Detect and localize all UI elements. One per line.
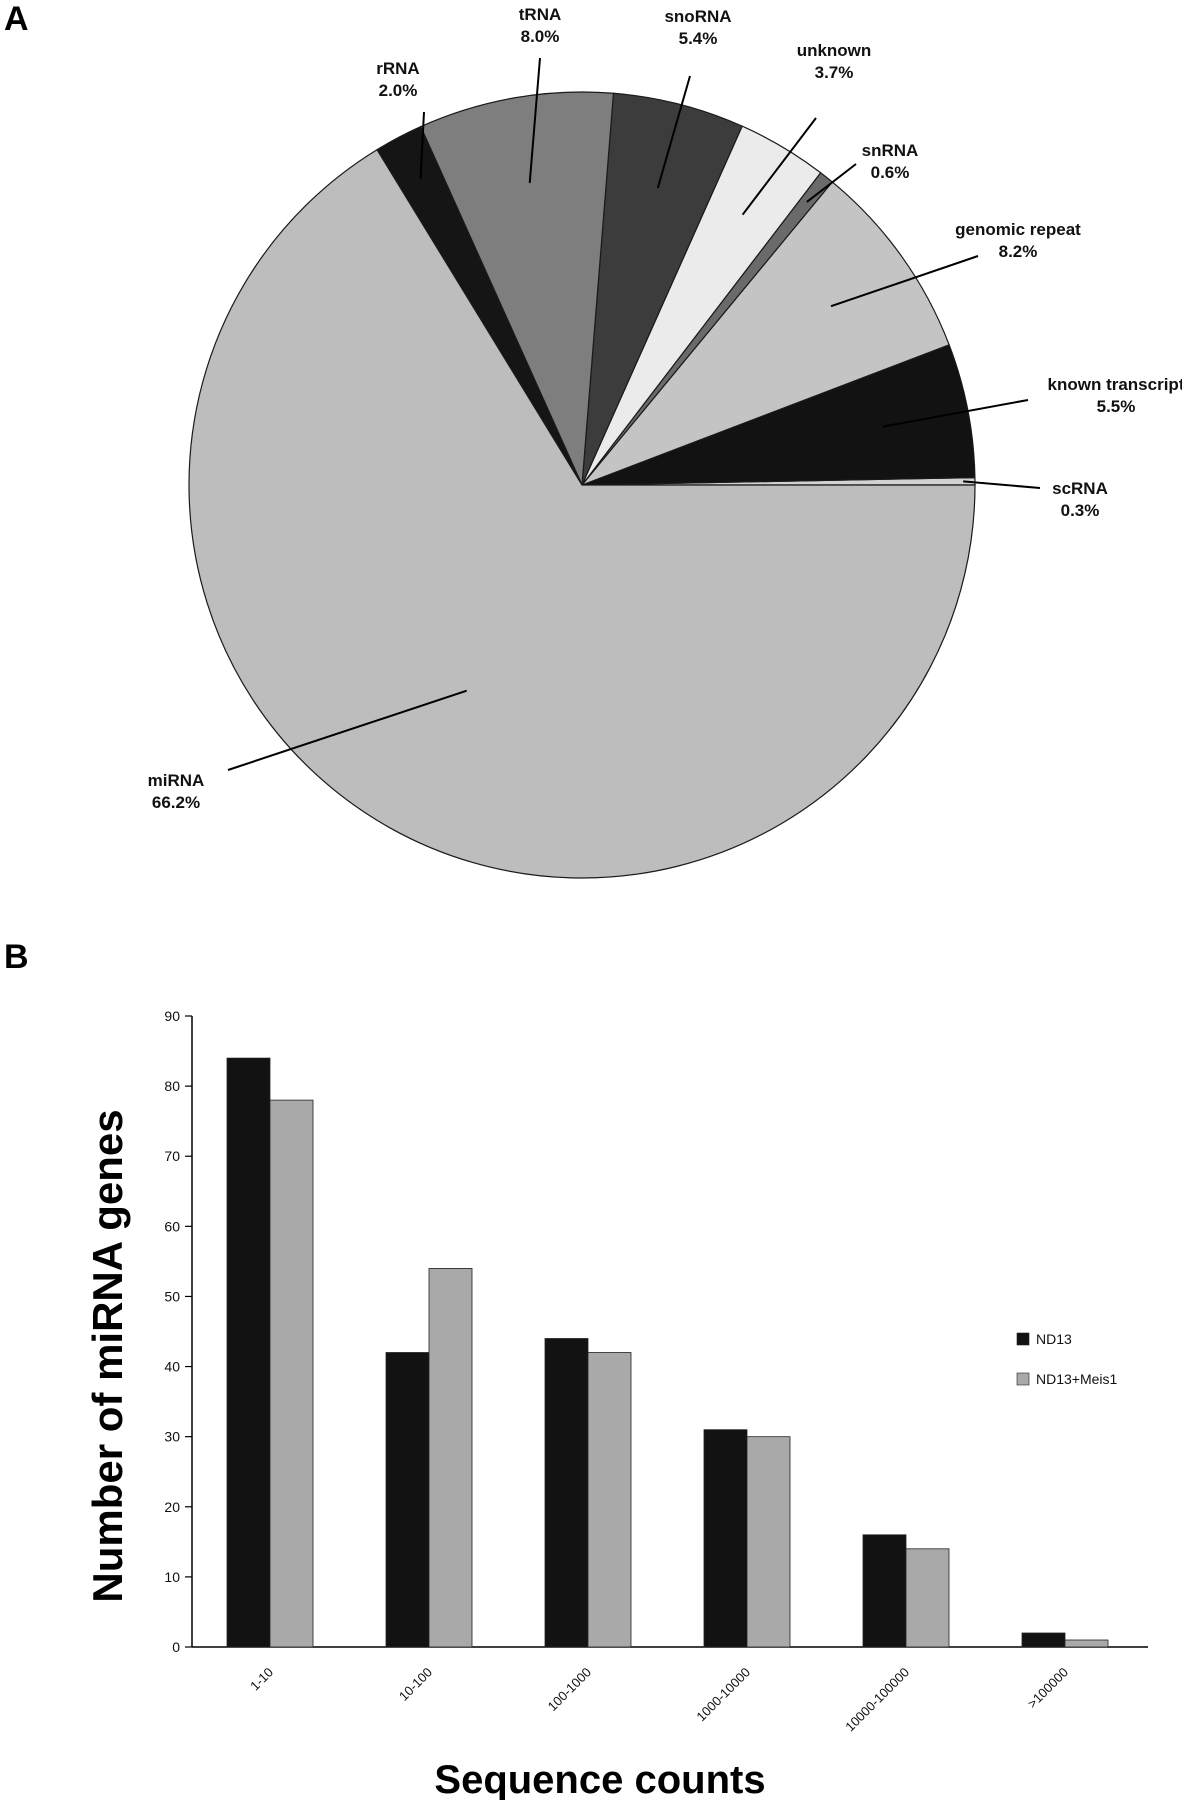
y-tick-label: 50 — [164, 1288, 180, 1304]
pie-leader-mirna — [227, 689, 468, 771]
pie-value-trna: 8.0% — [521, 27, 560, 46]
panel-b-letter: B — [4, 938, 29, 976]
pie-value-snorna: 5.4% — [679, 29, 718, 48]
y-tick-label: 80 — [164, 1078, 180, 1094]
pie-label-snrna: snRNA — [862, 141, 919, 160]
bar-nd13-10000-100000 — [862, 1534, 907, 1648]
bar-nd13-meis1-1-10 — [269, 1099, 314, 1648]
pie-labels: scRNA 0.3% known transcript 5.5% genomic rep… — [148, 5, 1182, 812]
pie-leader-scrna — [963, 480, 1041, 489]
pie-leader-known-transcript — [882, 399, 1029, 428]
legend-swatch-nd13-meis1 — [1016, 1372, 1030, 1386]
y-tick-label: 20 — [164, 1499, 180, 1515]
pie-value-scrna: 0.3% — [1061, 501, 1100, 520]
pie-leader-snorna — [656, 75, 691, 189]
bar-nd13-100-1000 — [544, 1338, 589, 1648]
pie-slice-mirna — [188, 148, 976, 879]
panel-b: B 0 10 20 30 40 50 60 70 80 90 1-10 10-100 100-1000 1… — [4, 938, 1148, 1802]
bar-nd13-meis1-10-100 — [428, 1268, 473, 1648]
x-tick-label-10000-100000: 10000-100000 — [842, 1665, 912, 1735]
x-tick-label-1000-10000: 1000-10000 — [693, 1665, 753, 1725]
bar-nd13-10-100 — [385, 1352, 430, 1648]
pie-value-known-transcript: 5.5% — [1097, 397, 1136, 416]
pie-slice-genomic-repeat — [580, 181, 950, 487]
pie-value-genomic-repeat: 8.2% — [999, 242, 1038, 261]
bar-nd13-meis1-1000-10000 — [746, 1436, 791, 1648]
panel-a: A scRNA 0.3% known transcript 5.5% genomic r… — [4, 0, 1182, 879]
pie-leader-rrna — [419, 111, 425, 180]
y-tick-label: 70 — [164, 1148, 180, 1164]
pie-slice-snorna — [581, 92, 743, 486]
y-tick-label: 60 — [164, 1218, 180, 1234]
pie-value-snrna: 0.6% — [871, 163, 910, 182]
x-tick-label-100-1000: 100-1000 — [545, 1665, 594, 1714]
y-tick-label: 40 — [164, 1359, 180, 1375]
pie-label-trna: tRNA — [519, 5, 562, 24]
pie-value-rrna: 2.0% — [379, 81, 418, 100]
bar-nd13-meis1-100000 — [1064, 1639, 1109, 1648]
pie-leader-snrna — [806, 163, 857, 203]
x-tick-label-1-10: 1-10 — [247, 1665, 276, 1694]
pie-leader-genomic-repeat — [830, 255, 979, 308]
bar-nd13-100000 — [1021, 1632, 1066, 1648]
pie-leader-unknown — [741, 117, 817, 216]
pie-slice-trna — [419, 91, 615, 486]
bar-nd13-meis1-100-1000 — [587, 1352, 632, 1648]
pie-label-scrna: scRNA — [1052, 479, 1108, 498]
pie-label-mirna: miRNA — [148, 771, 205, 790]
y-tick-label: 90 — [164, 1008, 180, 1024]
y-tick-label: 30 — [164, 1429, 180, 1445]
legend-swatch-nd13 — [1016, 1332, 1030, 1346]
bar-plot: 0 10 20 30 40 50 60 70 80 90 1-10 10-100 100-1000 100… — [164, 1008, 1148, 1734]
y-tick-label: 10 — [164, 1569, 180, 1585]
bar-nd13-1-10 — [226, 1057, 271, 1648]
pie-label-genomic-repeat: genomic repeat — [955, 220, 1081, 239]
bar-legend: ND13 ND13+Meis1 — [1016, 1331, 1118, 1387]
pie-label-unknown: unknown — [797, 41, 872, 60]
x-axis-title: Sequence counts — [434, 1758, 765, 1800]
pie-label-snorna: snoRNA — [664, 7, 731, 26]
pie-leader-trna — [528, 57, 541, 184]
panel-a-letter: A — [4, 0, 29, 38]
x-tick-label-10-100: 10-100 — [396, 1665, 435, 1704]
bar-nd13-1000-10000 — [703, 1429, 748, 1648]
y-tick-label: 0 — [172, 1639, 180, 1655]
bar-nd13-meis1-10000-100000 — [905, 1548, 950, 1648]
pie-value-unknown: 3.7% — [815, 63, 854, 82]
pie-label-known-transcript: known transcript — [1048, 375, 1182, 394]
legend-label-nd13: ND13 — [1036, 1331, 1072, 1347]
x-tick-label-100000: >100000 — [1024, 1665, 1071, 1712]
legend-label-nd13-meis1: ND13+Meis1 — [1036, 1371, 1118, 1387]
pie-value-mirna: 66.2% — [152, 793, 200, 812]
pie-label-rrna: rRNA — [376, 59, 419, 78]
y-axis-title: Number of miRNA genes — [84, 1109, 131, 1602]
pie-slices — [188, 91, 976, 879]
